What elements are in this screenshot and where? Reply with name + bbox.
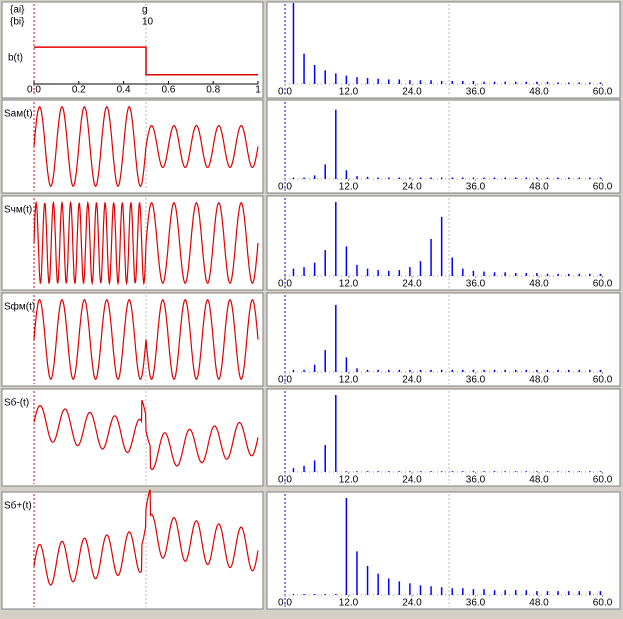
x-tick-label: 48.0 bbox=[529, 375, 549, 386]
x-tick-label: 48.0 bbox=[529, 182, 549, 193]
step-line bbox=[34, 46, 258, 76]
waveform bbox=[33, 298, 259, 381]
x-tick-label: 60.0 bbox=[593, 87, 613, 98]
x-tick-label: 24.0 bbox=[402, 87, 422, 98]
waveform bbox=[33, 200, 259, 286]
x-tick-label: 48.0 bbox=[529, 475, 549, 486]
x-tick-label: 0.2 bbox=[72, 85, 86, 96]
annotation: {ai} bbox=[10, 5, 25, 16]
y-label: b(t) bbox=[8, 53, 23, 64]
right-panel bbox=[266, 1, 621, 99]
x-tick-label: 60.0 bbox=[593, 598, 613, 609]
x-tick-label: 36.0 bbox=[466, 87, 486, 98]
x-tick-label: 36.0 bbox=[466, 598, 486, 609]
x-tick-label: 0.6 bbox=[161, 85, 175, 96]
x-tick-label: 0.0 bbox=[278, 375, 292, 386]
x-tick-label: 0.0 bbox=[278, 279, 292, 290]
waveform bbox=[33, 105, 259, 188]
right-panel bbox=[266, 292, 621, 387]
waveform-label: Sам(t) bbox=[4, 109, 33, 120]
x-tick-label: 0.0 bbox=[27, 85, 41, 96]
x-tick-label: 0.0 bbox=[278, 182, 292, 193]
x-tick-label: 48.0 bbox=[529, 279, 549, 290]
x-tick-label: 0.0 bbox=[278, 475, 292, 486]
x-tick-label: 12.0 bbox=[339, 598, 359, 609]
waveform bbox=[33, 489, 259, 586]
annotation: {bi} bbox=[10, 17, 25, 28]
x-tick-label: 36.0 bbox=[466, 475, 486, 486]
x-tick-label: 24.0 bbox=[402, 475, 422, 486]
x-tick-label: 24.0 bbox=[402, 182, 422, 193]
x-tick-label: 12.0 bbox=[339, 279, 359, 290]
waveform-label: Sб-(t) bbox=[4, 397, 29, 409]
waveform-label: Sб+(t) bbox=[4, 500, 32, 512]
right-panel bbox=[266, 491, 621, 610]
x-tick-label: 12.0 bbox=[339, 87, 359, 98]
x-tick-label: 60.0 bbox=[593, 279, 613, 290]
x-tick-label: 12.0 bbox=[339, 475, 359, 486]
annotation: g bbox=[142, 5, 148, 16]
waveform-label: Sчм(t) bbox=[4, 205, 32, 216]
annotation: 10 bbox=[142, 17, 154, 28]
x-tick-label: 60.0 bbox=[593, 475, 613, 486]
right-panel bbox=[266, 195, 621, 291]
x-tick-label: 1 bbox=[255, 85, 261, 96]
x-tick-label: 24.0 bbox=[402, 279, 422, 290]
right-panel bbox=[266, 388, 621, 487]
x-tick-label: 48.0 bbox=[529, 598, 549, 609]
x-tick-label: 24.0 bbox=[402, 598, 422, 609]
x-tick-label: 0.8 bbox=[206, 85, 220, 96]
x-tick-label: 36.0 bbox=[466, 375, 486, 386]
left-panel bbox=[1, 388, 264, 487]
left-panel bbox=[1, 1, 264, 99]
x-tick-label: 12.0 bbox=[339, 375, 359, 386]
x-tick-label: 24.0 bbox=[402, 375, 422, 386]
left-panel bbox=[1, 491, 264, 610]
waveform-label: Sфм(t) bbox=[4, 301, 35, 313]
x-tick-label: 36.0 bbox=[466, 279, 486, 290]
x-tick-label: 60.0 bbox=[593, 375, 613, 386]
x-tick-label: 0.4 bbox=[117, 85, 131, 96]
waveform bbox=[33, 399, 259, 470]
right-panel bbox=[266, 99, 621, 194]
x-tick-label: 48.0 bbox=[529, 87, 549, 98]
x-tick-label: 36.0 bbox=[466, 182, 486, 193]
x-tick-label: 60.0 bbox=[593, 182, 613, 193]
x-tick-label: 0.0 bbox=[278, 87, 292, 98]
x-tick-label: 0.0 bbox=[278, 598, 292, 609]
x-tick-label: 12.0 bbox=[339, 182, 359, 193]
